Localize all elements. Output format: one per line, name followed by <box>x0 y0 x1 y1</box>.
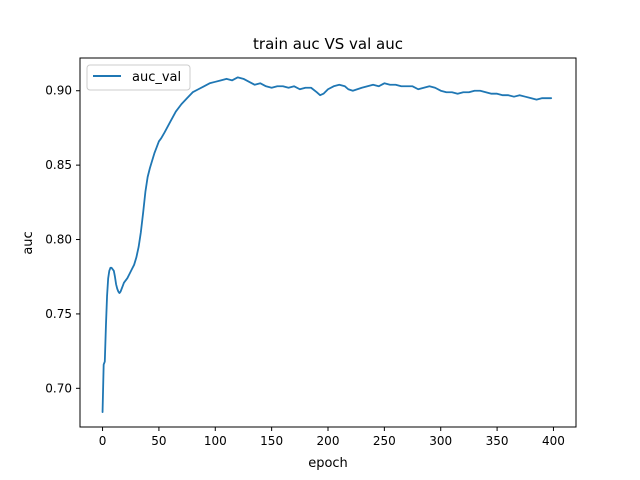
x-tick-label: 300 <box>429 434 452 448</box>
legend-label-auc-val: auc_val <box>132 70 181 85</box>
x-axis-ticks: 0 50 100 150 200 250 300 350 400 <box>99 427 565 448</box>
x-tick-label: 400 <box>542 434 565 448</box>
legend-box <box>86 64 191 91</box>
x-tick-label: 150 <box>260 434 283 448</box>
x-axis-label: epoch <box>308 456 348 471</box>
series-line-auc-val <box>101 76 553 414</box>
y-tick-label: 0.70 <box>45 381 72 395</box>
y-tick-label: 0.90 <box>45 84 72 98</box>
y-axis-label: auc <box>21 231 36 254</box>
chart-title: train auc VS val auc <box>253 35 403 53</box>
x-tick-label: 350 <box>486 434 509 448</box>
x-tick-label: 250 <box>373 434 396 448</box>
y-tick-label: 0.75 <box>45 307 72 321</box>
y-tick-label: 0.85 <box>45 158 72 172</box>
legend: auc_val <box>86 64 191 91</box>
plot-area <box>101 76 553 414</box>
x-tick-label: 0 <box>99 434 107 448</box>
x-tick-label: 200 <box>317 434 340 448</box>
x-tick-label: 100 <box>204 434 227 448</box>
x-tick-label: 50 <box>151 434 166 448</box>
y-axis-ticks: 0.70 0.75 0.80 0.85 0.90 <box>45 84 80 395</box>
y-tick-label: 0.80 <box>45 233 72 247</box>
